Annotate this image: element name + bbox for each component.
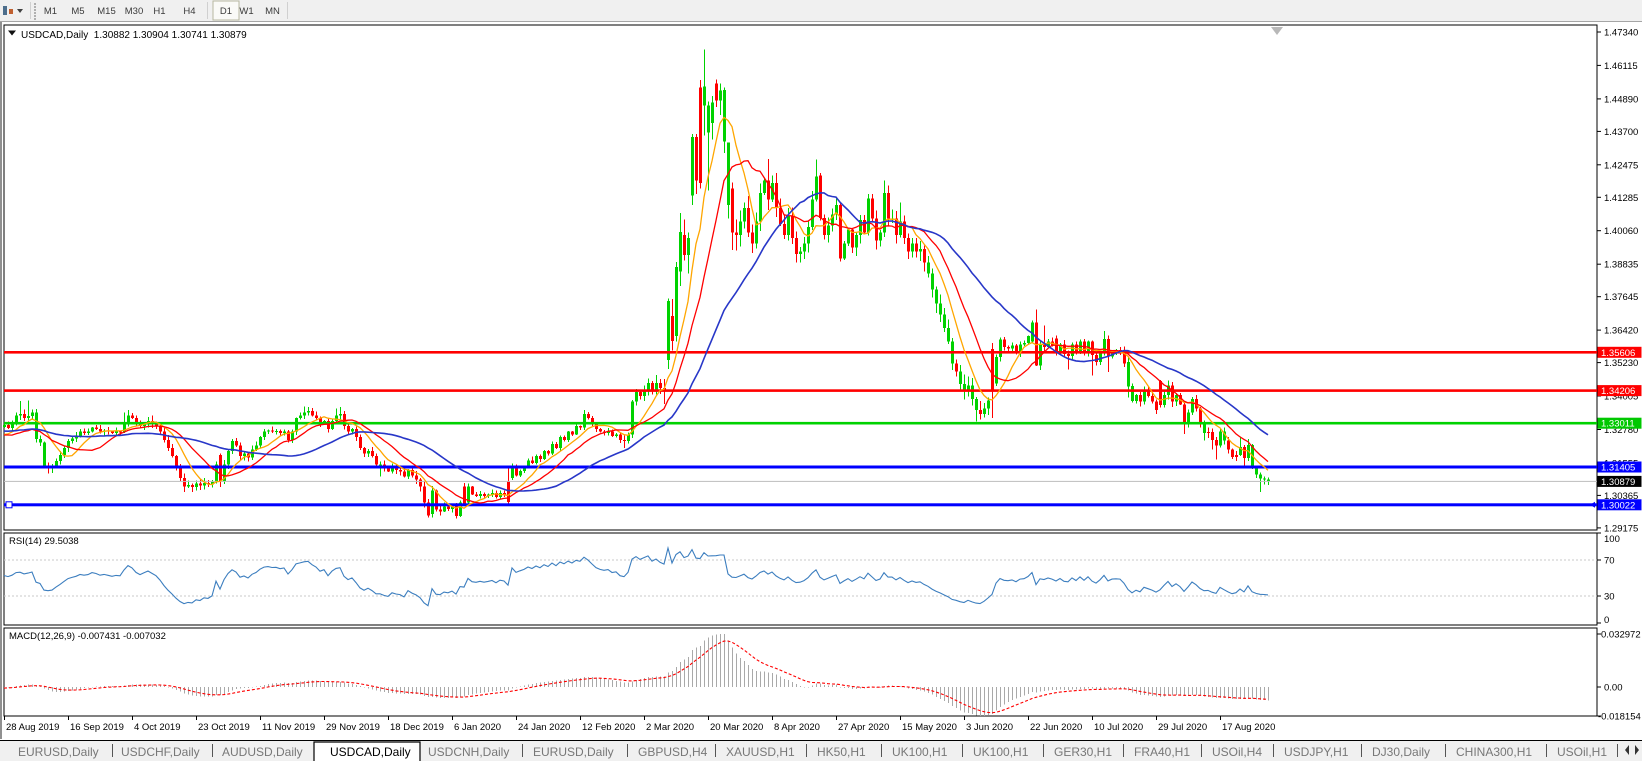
svg-text:W1: W1 bbox=[239, 6, 253, 17]
svg-text:GBPUSD,H4: GBPUSD,H4 bbox=[638, 745, 708, 759]
svg-text:USDCAD,Daily: USDCAD,Daily bbox=[330, 745, 411, 759]
svg-text:UK100,H1: UK100,H1 bbox=[973, 745, 1029, 759]
svg-text:1.30365: 1.30365 bbox=[1604, 491, 1638, 502]
svg-text:20 Mar 2020: 20 Mar 2020 bbox=[710, 722, 763, 733]
svg-text:XAUUSD,H1: XAUUSD,H1 bbox=[726, 745, 795, 759]
svg-text:USDCAD,Daily 1.30882 1.30904: USDCAD,Daily 1.30882 1.30904 1.30741 1.3… bbox=[21, 30, 247, 41]
svg-text:D1: D1 bbox=[220, 6, 232, 17]
svg-text:6 Jan 2020: 6 Jan 2020 bbox=[454, 722, 501, 733]
svg-text:MACD(12,26,9) -0.007431 -0.007: MACD(12,26,9) -0.007431 -0.007032 bbox=[9, 631, 166, 642]
svg-text:USOil,H1: USOil,H1 bbox=[1557, 745, 1607, 759]
svg-text:M30: M30 bbox=[125, 6, 143, 17]
svg-text:18 Dec 2019: 18 Dec 2019 bbox=[390, 722, 444, 733]
svg-text:1.35230: 1.35230 bbox=[1604, 358, 1638, 369]
svg-text:USDJPY,H1: USDJPY,H1 bbox=[1284, 745, 1349, 759]
svg-text:-0.018154: -0.018154 bbox=[1598, 712, 1641, 723]
svg-text:HK50,H1: HK50,H1 bbox=[817, 745, 866, 759]
svg-text:24 Jan 2020: 24 Jan 2020 bbox=[518, 722, 570, 733]
svg-text:RSI(14) 29.5038: RSI(14) 29.5038 bbox=[9, 536, 79, 547]
svg-text:1.36420: 1.36420 bbox=[1604, 326, 1638, 337]
svg-text:1.37645: 1.37645 bbox=[1604, 292, 1638, 303]
svg-text:11 Nov 2019: 11 Nov 2019 bbox=[262, 722, 315, 733]
svg-text:10 Jul 2020: 10 Jul 2020 bbox=[1094, 722, 1143, 733]
svg-text:22 Jun 2020: 22 Jun 2020 bbox=[1030, 722, 1082, 733]
svg-text:27 Apr 2020: 27 Apr 2020 bbox=[838, 722, 889, 733]
svg-text:16 Sep 2019: 16 Sep 2019 bbox=[70, 722, 124, 733]
svg-text:M1: M1 bbox=[44, 6, 57, 17]
svg-text:28 Aug 2019: 28 Aug 2019 bbox=[6, 722, 59, 733]
svg-text:1.41285: 1.41285 bbox=[1604, 193, 1638, 204]
svg-text:1.42475: 1.42475 bbox=[1604, 160, 1638, 171]
svg-text:1.40060: 1.40060 bbox=[1604, 226, 1638, 237]
svg-text:1.34005: 1.34005 bbox=[1604, 392, 1638, 403]
svg-text:1.46115: 1.46115 bbox=[1604, 61, 1638, 72]
svg-text:29 Jul 2020: 29 Jul 2020 bbox=[1158, 722, 1207, 733]
svg-text:CHINA300,H1: CHINA300,H1 bbox=[1456, 745, 1532, 759]
svg-text:1.29175: 1.29175 bbox=[1604, 523, 1638, 534]
svg-text:30: 30 bbox=[1604, 592, 1615, 603]
svg-text:USDCHF,Daily: USDCHF,Daily bbox=[121, 745, 200, 759]
svg-text:UK100,H1: UK100,H1 bbox=[892, 745, 948, 759]
svg-text:0.032972: 0.032972 bbox=[1601, 630, 1641, 641]
svg-text:EURUSD,Daily: EURUSD,Daily bbox=[18, 745, 99, 759]
svg-text:1.43700: 1.43700 bbox=[1604, 127, 1638, 138]
svg-text:M5: M5 bbox=[71, 6, 84, 17]
svg-text:M15: M15 bbox=[97, 6, 115, 17]
svg-text:3 Jun 2020: 3 Jun 2020 bbox=[966, 722, 1013, 733]
svg-text:23 Oct 2019: 23 Oct 2019 bbox=[198, 722, 250, 733]
svg-text:USOil,H4: USOil,H4 bbox=[1212, 745, 1262, 759]
svg-text:1.44890: 1.44890 bbox=[1604, 94, 1638, 105]
svg-text:AUDUSD,Daily: AUDUSD,Daily bbox=[222, 745, 303, 759]
svg-text:8 Apr 2020: 8 Apr 2020 bbox=[774, 722, 820, 733]
svg-text:0.00: 0.00 bbox=[1604, 683, 1623, 694]
svg-text:1.30022: 1.30022 bbox=[1601, 500, 1635, 511]
svg-text:1.47340: 1.47340 bbox=[1604, 28, 1638, 39]
svg-text:MN: MN bbox=[265, 6, 280, 17]
svg-text:USDCNH,Daily: USDCNH,Daily bbox=[428, 745, 509, 759]
svg-text:1.31405: 1.31405 bbox=[1601, 463, 1635, 474]
svg-text:100: 100 bbox=[1604, 534, 1620, 545]
svg-text:70: 70 bbox=[1604, 556, 1615, 567]
svg-text:2 Mar 2020: 2 Mar 2020 bbox=[646, 722, 694, 733]
svg-text:FRA40,H1: FRA40,H1 bbox=[1134, 745, 1190, 759]
svg-text:H4: H4 bbox=[183, 6, 195, 17]
svg-text:15 May 2020: 15 May 2020 bbox=[902, 722, 957, 733]
svg-text:1.30879: 1.30879 bbox=[1601, 477, 1635, 488]
svg-text:1.38835: 1.38835 bbox=[1604, 260, 1638, 271]
svg-text:H1: H1 bbox=[153, 6, 165, 17]
svg-text:1.34206: 1.34206 bbox=[1601, 386, 1635, 397]
svg-text:1.35606: 1.35606 bbox=[1601, 348, 1635, 359]
svg-text:17 Aug 2020: 17 Aug 2020 bbox=[1222, 722, 1275, 733]
svg-text:12 Feb 2020: 12 Feb 2020 bbox=[582, 722, 635, 733]
svg-text:1.32780: 1.32780 bbox=[1604, 425, 1638, 436]
svg-text:DJ30,Daily: DJ30,Daily bbox=[1372, 745, 1430, 759]
svg-text:1.33011: 1.33011 bbox=[1601, 419, 1635, 430]
svg-text:29 Nov 2019: 29 Nov 2019 bbox=[326, 722, 380, 733]
svg-text:EURUSD,Daily: EURUSD,Daily bbox=[533, 745, 614, 759]
svg-text:GER30,H1: GER30,H1 bbox=[1054, 745, 1112, 759]
svg-text:0: 0 bbox=[1604, 615, 1609, 626]
svg-text:4 Oct 2019: 4 Oct 2019 bbox=[134, 722, 180, 733]
